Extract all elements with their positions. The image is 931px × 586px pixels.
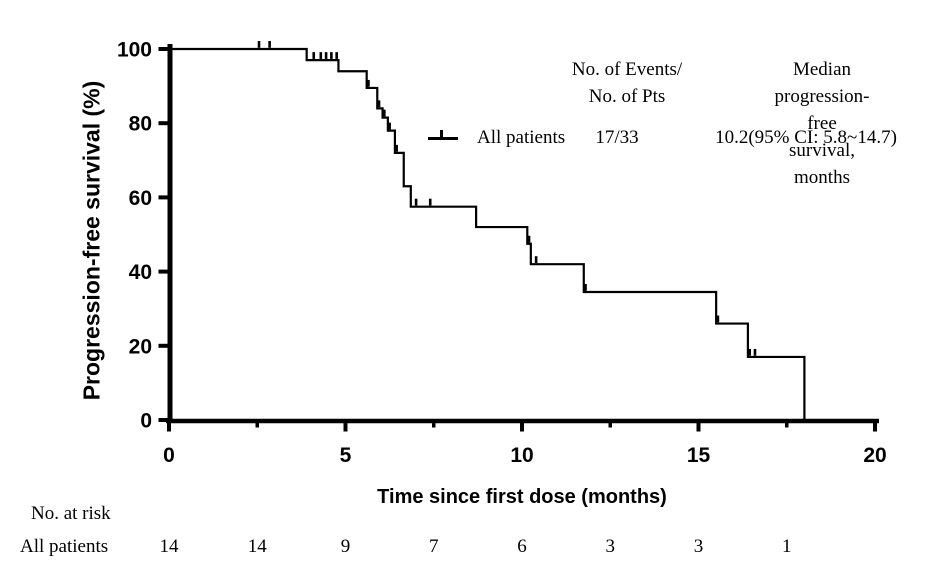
risk-value: 3 [693, 536, 704, 557]
y-tick-label: 40 [129, 261, 152, 284]
risk-table-title: No. at risk [31, 503, 111, 524]
risk-value: 7 [429, 536, 439, 557]
risk-value: 14 [159, 536, 179, 557]
legend-header-median: Median progression-free survival, months [774, 59, 870, 188]
y-tick-label: 80 [129, 113, 152, 136]
y-tick-label: 100 [117, 39, 152, 62]
x-tick-label: 0 [163, 444, 175, 467]
risk-value: 14 [247, 536, 267, 557]
legend-series-label: All patients [477, 127, 566, 148]
x-tick-label: 15 [687, 444, 711, 467]
x-tick-label: 20 [863, 444, 886, 467]
x-tick-label: 10 [510, 444, 533, 467]
legend-censor-tick-icon [440, 130, 443, 139]
legend-events-value: 17/33 [595, 127, 639, 148]
x-axis-title: Time since first dose (months) [377, 486, 667, 508]
legend-series-marker [428, 137, 458, 140]
km-step-curve [169, 47, 806, 420]
legend-median-value: 10.2(95% CI: 5.8~14.7) [715, 127, 897, 148]
km-curve-series [169, 41, 806, 420]
risk-value: 6 [517, 536, 527, 557]
axes [158, 44, 879, 432]
risk-value: 9 [340, 536, 351, 557]
risk-value: 3 [605, 536, 616, 557]
y-tick-label: 0 [140, 410, 152, 433]
x-tick-label: 5 [340, 444, 352, 467]
y-tick-label: 60 [129, 187, 152, 210]
risk-value: 1 [782, 536, 792, 557]
legend-header-events: No. of Events/ No. of Pts [571, 59, 683, 107]
risk-row-label: All patients [20, 536, 109, 557]
y-tick-label: 20 [129, 335, 152, 358]
y-axis-title: Progression-free survival (%) [78, 80, 105, 401]
